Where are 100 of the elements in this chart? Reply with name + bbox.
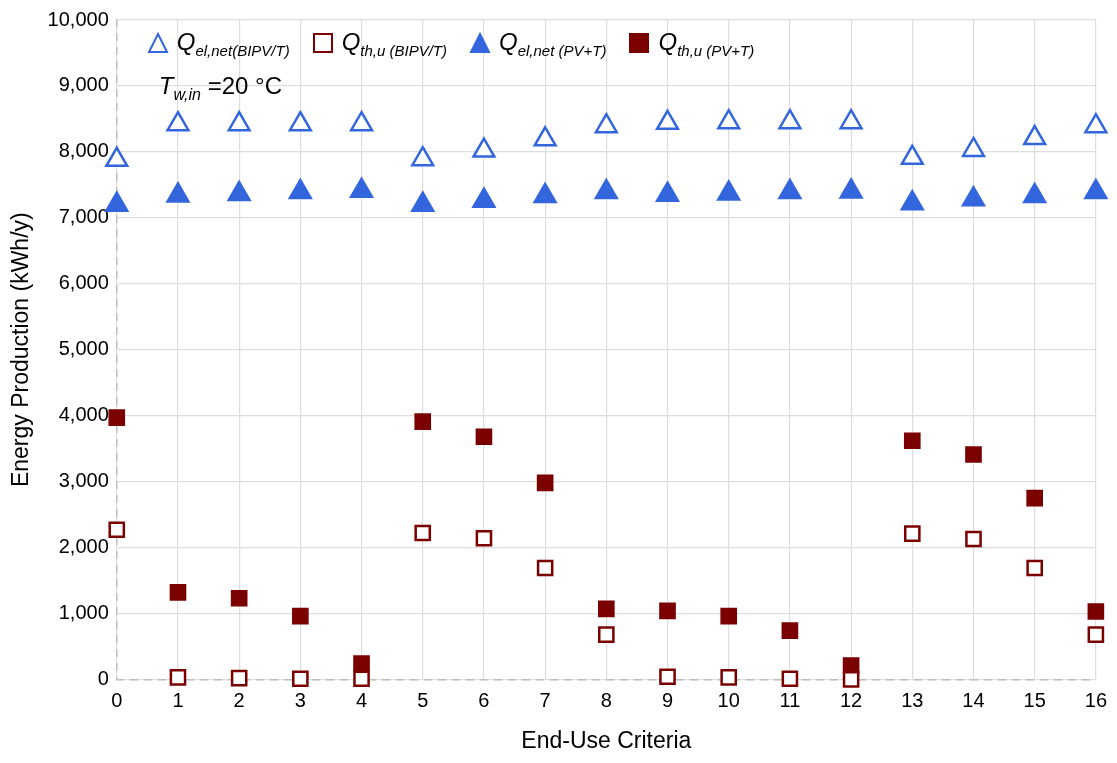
legend-label: Q$_{el,net (PV+T)}$ <box>499 28 607 59</box>
point <box>288 178 312 200</box>
point <box>717 180 741 201</box>
point <box>965 446 982 463</box>
x-tick-label: 12 <box>839 688 863 711</box>
point <box>230 669 248 687</box>
point <box>411 191 435 212</box>
x-tick-label: 2 <box>233 688 245 711</box>
y-tick-label: 1,000 <box>58 600 109 623</box>
point <box>414 524 432 542</box>
point <box>533 126 557 147</box>
point <box>965 530 982 548</box>
x-tick-label: 4 <box>355 688 368 711</box>
x-tick-label: 15 <box>1023 688 1046 711</box>
y-tick-label: 6,000 <box>58 271 109 294</box>
x-tick-label: 11 <box>779 688 801 711</box>
point <box>108 521 126 539</box>
x-tick-label: 1 <box>172 688 184 711</box>
point <box>655 181 680 202</box>
point <box>594 112 618 134</box>
point <box>414 413 432 430</box>
point <box>1087 603 1105 620</box>
x-tick-label: 9 <box>661 688 674 711</box>
point <box>1026 489 1043 507</box>
point <box>353 655 370 672</box>
annotation: T$_{w,in}$ =20 °C <box>158 72 282 104</box>
y-tick-label: 4,000 <box>58 403 109 426</box>
point <box>720 607 738 625</box>
point <box>472 187 496 208</box>
x-tick-label: 10 <box>717 688 740 711</box>
point <box>475 428 493 446</box>
legend-label: Q$_{el,net(BIPV/T)}$ <box>176 28 290 59</box>
x-tick-label: 16 <box>1084 688 1107 711</box>
point <box>166 110 190 132</box>
point <box>227 110 251 132</box>
legend-label: Q$_{th,u (PV+T)}$ <box>658 28 755 59</box>
point <box>778 108 802 130</box>
point <box>598 600 615 618</box>
x-tick-label: 8 <box>600 688 612 711</box>
point <box>720 669 738 686</box>
y-tick-label: 8,000 <box>58 139 109 162</box>
point <box>169 669 187 686</box>
y-tick-label: 0 <box>97 666 109 689</box>
point <box>781 670 799 688</box>
point <box>533 182 557 204</box>
point <box>108 409 126 426</box>
x-axis-title: End-Use Criteria <box>521 726 692 753</box>
point <box>349 110 374 132</box>
y-tick-label: 2,000 <box>58 535 109 558</box>
point <box>227 180 251 202</box>
point <box>900 190 924 211</box>
point <box>1084 112 1108 134</box>
point <box>594 178 618 200</box>
point <box>961 186 986 207</box>
point <box>655 109 680 131</box>
y-tick-label: 5,000 <box>58 337 109 360</box>
point <box>1023 182 1047 204</box>
point <box>1026 559 1043 577</box>
point <box>659 668 676 686</box>
point <box>169 584 187 601</box>
point <box>536 474 554 492</box>
y-tick-label: 3,000 <box>58 469 109 492</box>
point <box>292 607 309 625</box>
x-tick-label: 5 <box>417 688 429 711</box>
x-tick-label: 13 <box>901 688 924 711</box>
point <box>353 670 370 688</box>
point <box>598 626 615 643</box>
legend-label: Q$_{th,u (BIPV/T)}$ <box>341 28 448 59</box>
x-tick-label: 6 <box>478 688 490 711</box>
point <box>1087 626 1105 643</box>
y-tick-label: 7,000 <box>58 205 109 228</box>
x-tick-label: 3 <box>294 688 306 711</box>
x-tick-label: 0 <box>111 688 123 711</box>
point <box>349 177 374 199</box>
point <box>903 525 921 542</box>
point <box>781 622 799 639</box>
point <box>961 136 986 158</box>
point <box>659 602 676 620</box>
point <box>292 670 309 688</box>
point <box>842 671 860 688</box>
point <box>1084 178 1108 200</box>
y-tick-label: 10,000 <box>47 7 109 30</box>
point <box>411 145 435 167</box>
point <box>778 178 802 200</box>
point <box>717 108 741 130</box>
y-tick-label: 9,000 <box>58 73 109 96</box>
point <box>230 589 248 607</box>
point <box>900 144 924 166</box>
point <box>839 178 863 199</box>
point <box>472 137 496 158</box>
y-axis-title: Energy Production (kWh/y) <box>7 212 34 488</box>
point <box>536 559 554 577</box>
x-tick-label: 7 <box>539 688 551 711</box>
point <box>839 108 863 130</box>
point <box>288 110 312 132</box>
point <box>903 432 921 450</box>
point <box>166 182 190 203</box>
x-tick-label: 14 <box>962 688 985 711</box>
point <box>1023 124 1047 146</box>
point <box>475 529 493 547</box>
